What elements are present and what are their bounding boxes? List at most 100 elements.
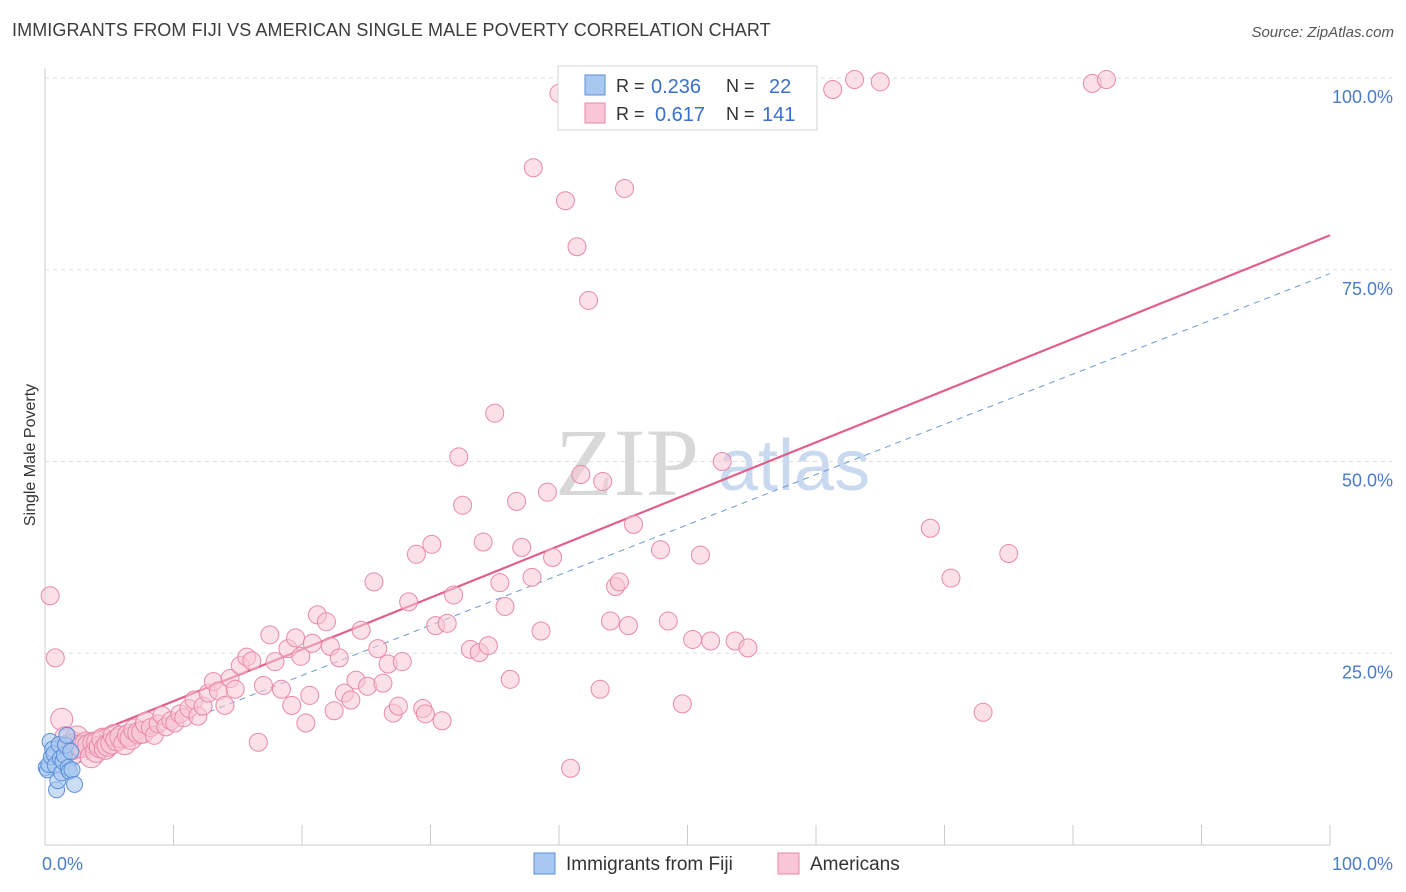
americans-point-58	[271, 679, 291, 699]
legend-swatch-americans	[584, 102, 606, 124]
x-tick-label-1: 100.0%	[1332, 854, 1393, 874]
americans-point-139	[999, 544, 1019, 564]
legend-fiji-r-value: 0.236	[651, 76, 701, 98]
americans-point-72	[341, 690, 361, 710]
americans-point-124	[658, 611, 678, 631]
americans-point-115	[590, 679, 610, 699]
bottom-legend-fiji: Immigrants from Fiji	[566, 854, 733, 875]
fiji-point-20	[63, 761, 81, 779]
legend-swatch-fiji	[584, 74, 606, 96]
americans-point-60	[282, 695, 302, 715]
fiji-points	[37, 726, 84, 799]
americans-point-90	[437, 613, 457, 633]
chart-title: IMMIGRANTS FROM FIJI VS AMERICAN SINGLE …	[12, 20, 771, 40]
legend-fiji-n-label: N =	[726, 76, 755, 96]
americans-point-76	[364, 572, 384, 592]
americans-point-103	[512, 537, 532, 557]
bottom-legend-americans: Americans	[810, 854, 900, 875]
fiji-point-21	[66, 775, 84, 793]
bottom-legend: Immigrants from Fiji Americans	[533, 852, 900, 875]
americans-point-53	[242, 651, 262, 671]
americans-point-54	[248, 732, 268, 752]
x-tick-label-0: 0.0%	[42, 854, 83, 874]
trend-line-fiji	[44, 273, 1331, 777]
americans-point-110	[555, 191, 575, 211]
americans-point-114	[579, 290, 599, 310]
americans-point-104	[522, 567, 542, 587]
y-tick-labels: 25.0% 50.0% 75.0% 100.0%	[1332, 87, 1393, 682]
americans-point-113	[571, 465, 591, 485]
americans-point-62	[291, 646, 311, 666]
americans-point-87	[422, 534, 442, 554]
americans-point-56	[260, 625, 280, 645]
americans-point-65	[302, 633, 322, 653]
americans-point-106	[531, 621, 551, 641]
americans-point-1	[45, 648, 65, 668]
americans-point-112	[567, 237, 587, 257]
americans-point-63	[296, 713, 316, 733]
americans-point-89	[432, 711, 452, 731]
americans-point-84	[406, 544, 426, 564]
americans-point-133	[823, 80, 843, 100]
americans-point-55	[253, 675, 273, 695]
x-ticks: 0.0% 100.0%	[42, 825, 1393, 874]
y-tick-label-2: 75.0%	[1342, 279, 1393, 299]
americans-point-125	[672, 694, 692, 714]
americans-point-102	[507, 491, 527, 511]
americans-point-131	[738, 638, 758, 658]
source-label: Source: ZipAtlas.com	[1251, 24, 1394, 41]
americans-point-105	[523, 158, 543, 178]
americans-point-107	[537, 482, 557, 502]
americans-point-91	[444, 585, 464, 605]
americans-point-86	[415, 704, 435, 724]
americans-point-134	[845, 70, 865, 90]
americans-point-116	[593, 471, 613, 491]
americans-point-69	[324, 701, 344, 721]
americans-points	[40, 70, 1116, 778]
fiji-point-16	[58, 726, 76, 744]
y-tick-label-3: 100.0%	[1332, 87, 1393, 107]
americans-point-126	[683, 629, 703, 649]
legend-americans-n-value: 141	[762, 104, 795, 126]
americans-point-92	[449, 447, 469, 467]
americans-point-141	[1096, 70, 1116, 90]
americans-point-122	[624, 514, 644, 534]
watermark-atlas: atlas	[718, 426, 870, 506]
americans-point-77	[368, 639, 388, 659]
americans-point-96	[473, 532, 493, 552]
americans-point-99	[490, 573, 510, 593]
legend-americans-n-label: N =	[726, 104, 755, 124]
americans-point-127	[690, 545, 710, 565]
americans-point-82	[392, 652, 412, 672]
y-tick-label-1: 50.0%	[1342, 471, 1393, 491]
americans-point-98	[485, 403, 505, 423]
americans-point-129	[712, 452, 732, 471]
americans-point-121	[618, 616, 638, 636]
fiji-point-19	[62, 742, 80, 760]
americans-point-74	[351, 620, 371, 640]
bottom-legend-swatch-americans	[777, 852, 800, 875]
americans-point-97	[478, 636, 498, 656]
americans-point-123	[651, 540, 671, 560]
americans-point-75	[358, 676, 378, 696]
americans-point-81	[388, 696, 408, 716]
americans-point-93	[453, 495, 473, 515]
americans-point-135	[870, 72, 890, 92]
grid-lines	[45, 77, 1392, 654]
americans-point-61	[286, 628, 306, 648]
y-tick-label-0: 25.0%	[1342, 662, 1393, 682]
americans-point-128	[701, 631, 721, 651]
americans-point-119	[609, 572, 629, 592]
americans-point-138	[973, 702, 993, 722]
americans-point-101	[500, 669, 520, 689]
americans-point-136	[920, 518, 940, 538]
bottom-legend-swatch-fiji	[533, 852, 556, 875]
top-legend: R = 0.236 N = 22 R = 0.617 N = 141	[557, 65, 818, 131]
americans-point-100	[495, 596, 515, 616]
americans-point-78	[373, 673, 393, 693]
legend-americans-r-value: 0.617	[655, 104, 705, 126]
americans-point-48	[215, 695, 235, 715]
americans-point-120	[615, 178, 635, 198]
americans-point-111	[561, 758, 581, 778]
